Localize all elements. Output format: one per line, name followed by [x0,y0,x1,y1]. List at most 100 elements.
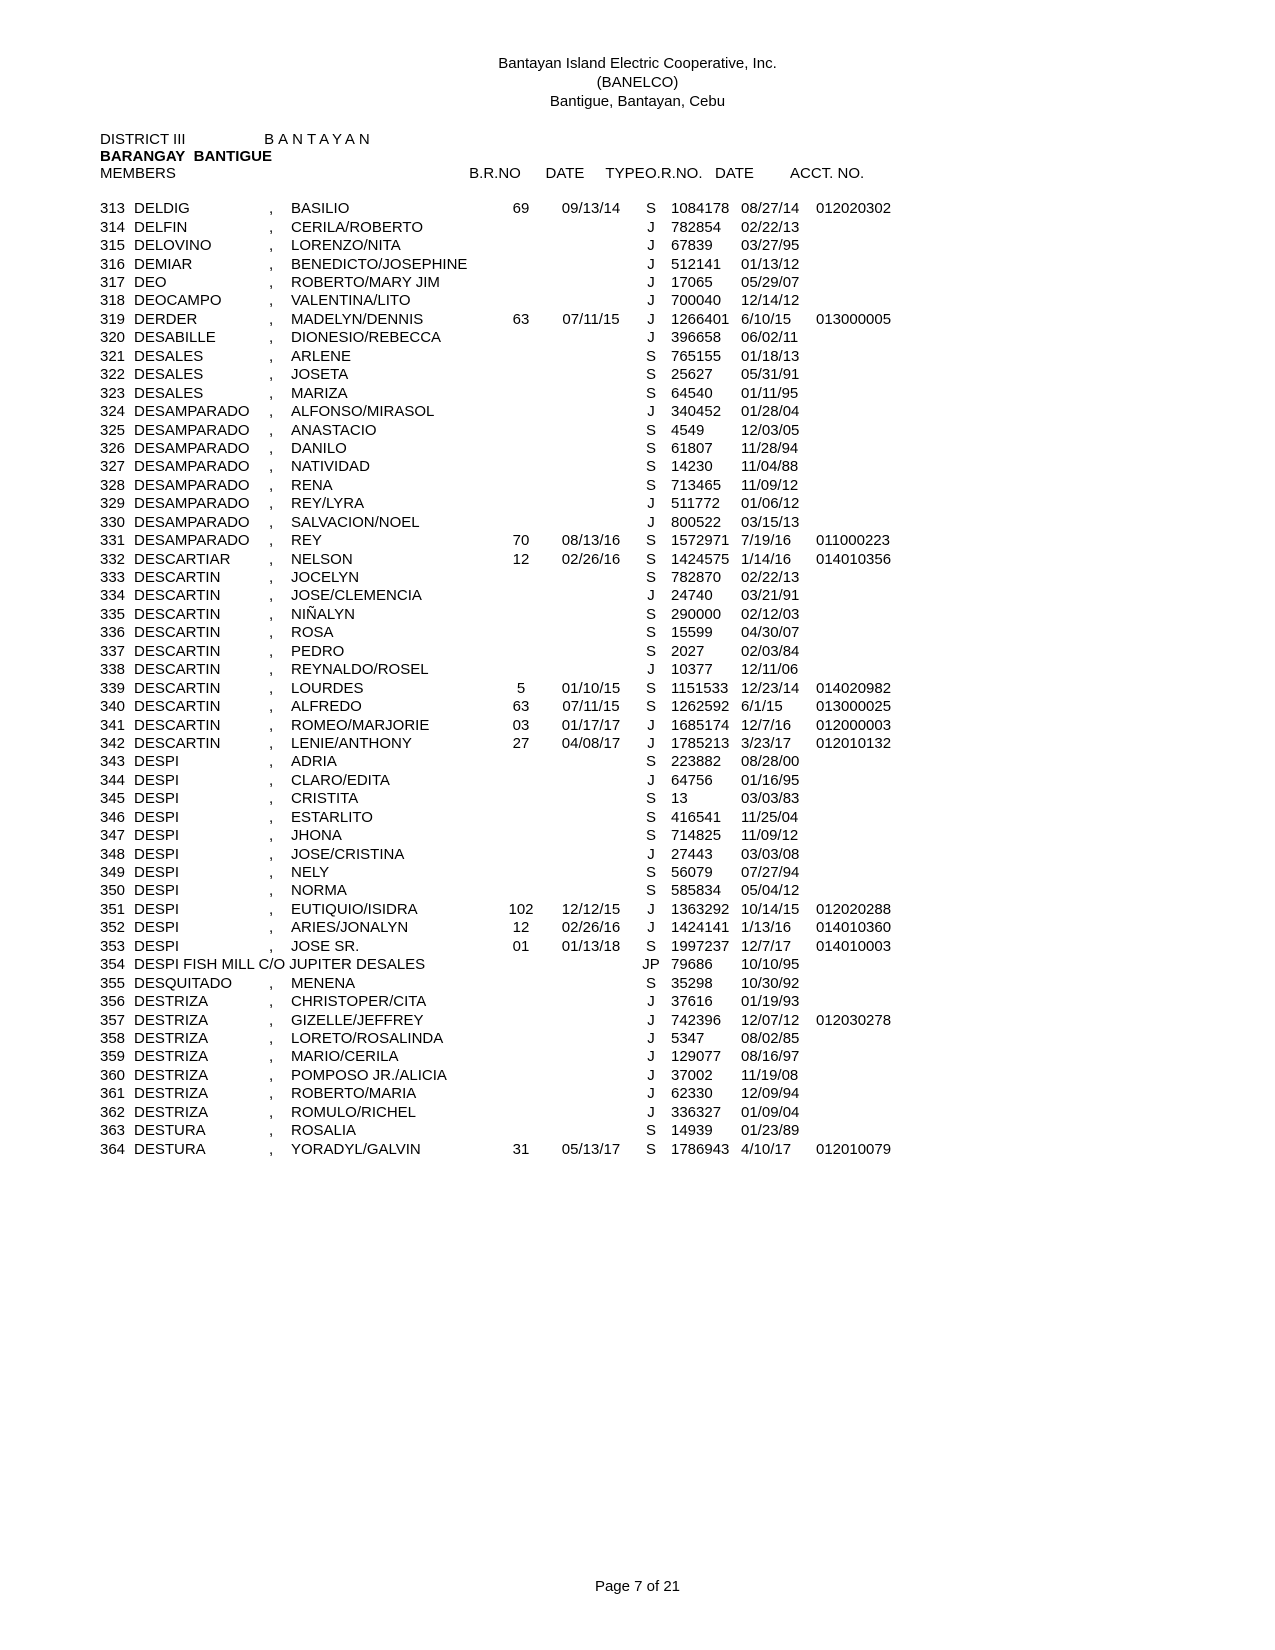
table-row: 331DESAMPARADO,REY7008/13/16S15729717/19… [100,532,1175,550]
cell-type: S [631,348,671,366]
table-row: 350DESPI,NORMAS58583405/04/12 [100,882,1175,900]
table-row: 320DESABILLE,DIONESIO/REBECCAJ39665806/0… [100,329,1175,347]
cell-orno: 1424141 [671,919,741,937]
col-date: DATE [525,165,605,182]
cell-acct: 013000025 [816,698,906,716]
cell-brno [491,403,551,421]
cell-firstname: JOCELYN [291,569,491,587]
cell-no: 316 [100,256,134,274]
cell-acct [816,385,906,403]
cell-type: J [631,1104,671,1122]
cell-acct [816,643,906,661]
cell-bdate [551,882,631,900]
cell-type: J [631,1030,671,1048]
cell-odate: 02/22/13 [741,219,816,237]
cell-odate: 08/16/97 [741,1048,816,1066]
header-org: Bantayan Island Electric Cooperative, In… [100,55,1175,74]
cell-comma: , [269,551,291,569]
page-footer: Page 7 of 21 [0,1578,1275,1595]
cell-orno: 336327 [671,1104,741,1122]
cell-no: 355 [100,975,134,993]
cell-acct [816,366,906,384]
cell-type: S [631,477,671,495]
cell-no: 331 [100,532,134,550]
table-row: 316DEMIAR,BENEDICTO/JOSEPHINEJ51214101/1… [100,256,1175,274]
cell-type: S [631,1122,671,1140]
cell-bdate [551,1085,631,1103]
cell-acct [816,606,906,624]
cell-firstname: JOSE/CLEMENCIA [291,587,491,605]
cell-odate: 12/7/17 [741,938,816,956]
col-type: TYPE [605,165,645,182]
cell-acct [816,753,906,771]
cell-type: S [631,551,671,569]
cell-lastname: DESCARTIN [134,661,269,679]
cell-no: 334 [100,587,134,605]
cell-no: 363 [100,1122,134,1140]
table-row: 341DESCARTIN,ROMEO/MARJORIE0301/17/17J16… [100,717,1175,735]
cell-orno: 416541 [671,809,741,827]
table-row: 361DESTRIZA,ROBERTO/MARIAJ6233012/09/94 [100,1085,1175,1103]
cell-orno: 1572971 [671,532,741,550]
cell-orno: 782870 [671,569,741,587]
cell-firstname: NORMA [291,882,491,900]
cell-acct: 014020982 [816,680,906,698]
table-row: 313DELDIG,BASILIO6909/13/14S108417808/27… [100,200,1175,218]
cell-orno: 742396 [671,1012,741,1030]
cell-comma: , [269,569,291,587]
cell-brno [491,1012,551,1030]
cell-orno: 15599 [671,624,741,642]
cell-lastname: DEOCAMPO [134,292,269,310]
cell-firstname: ARLENE [291,348,491,366]
cell-bdate: 07/11/15 [551,698,631,716]
cell-type: S [631,200,671,218]
cell-type: S [631,938,671,956]
cell-brno [491,809,551,827]
cell-comma: , [269,385,291,403]
cell-odate: 6/10/15 [741,311,816,329]
table-row: 338DESCARTIN,REYNALDO/ROSELJ1037712/11/0… [100,661,1175,679]
cell-firstname: ESTARLITO [291,809,491,827]
cell-type: J [631,219,671,237]
cell-odate: 03/03/08 [741,846,816,864]
cell-no: 345 [100,790,134,808]
cell-brno [491,292,551,310]
cell-comma: , [269,606,291,624]
cell-acct [816,403,906,421]
cell-comma: , [269,975,291,993]
table-row: 319DERDER,MADELYN/DENNIS6307/11/15J12664… [100,311,1175,329]
cell-brno: 63 [491,698,551,716]
cell-type: S [631,753,671,771]
cell-lastname: DESTRIZA [134,1104,269,1122]
cell-lastname: DESPI [134,772,269,790]
cell-no: 336 [100,624,134,642]
cell-firstname: ROBERTO/MARIA [291,1085,491,1103]
cell-orno: 1424575 [671,551,741,569]
cell-bdate [551,569,631,587]
cell-no: 315 [100,237,134,255]
cell-no: 329 [100,495,134,513]
table-row: 360DESTRIZA,POMPOSO JR./ALICIAJ3700211/1… [100,1067,1175,1085]
cell-firstname: ROBERTO/MARY JIM [291,274,491,292]
cell-no: 344 [100,772,134,790]
cell-odate: 02/12/03 [741,606,816,624]
cell-type: JP [631,956,671,974]
table-row: 339DESCARTIN,LOURDES501/10/15S115153312/… [100,680,1175,698]
cell-no: 358 [100,1030,134,1048]
cell-firstname: CLARO/EDITA [291,772,491,790]
cell-type: S [631,606,671,624]
cell-odate: 10/14/15 [741,901,816,919]
cell-acct [816,274,906,292]
cell-lastname: DESTRIZA [134,1085,269,1103]
cell-odate: 08/27/14 [741,200,816,218]
cell-brno [491,256,551,274]
cell-firstname: POMPOSO JR./ALICIA [291,1067,491,1085]
cell-lastname: DESCARTIN [134,717,269,735]
cell-firstname: LORENZO/NITA [291,237,491,255]
cell-comma: , [269,846,291,864]
cell-bdate [551,440,631,458]
cell-firstname: NELSON [291,551,491,569]
cell-orno: 64540 [671,385,741,403]
cell-lastname: DESPI [134,827,269,845]
cell-odate: 03/15/13 [741,514,816,532]
